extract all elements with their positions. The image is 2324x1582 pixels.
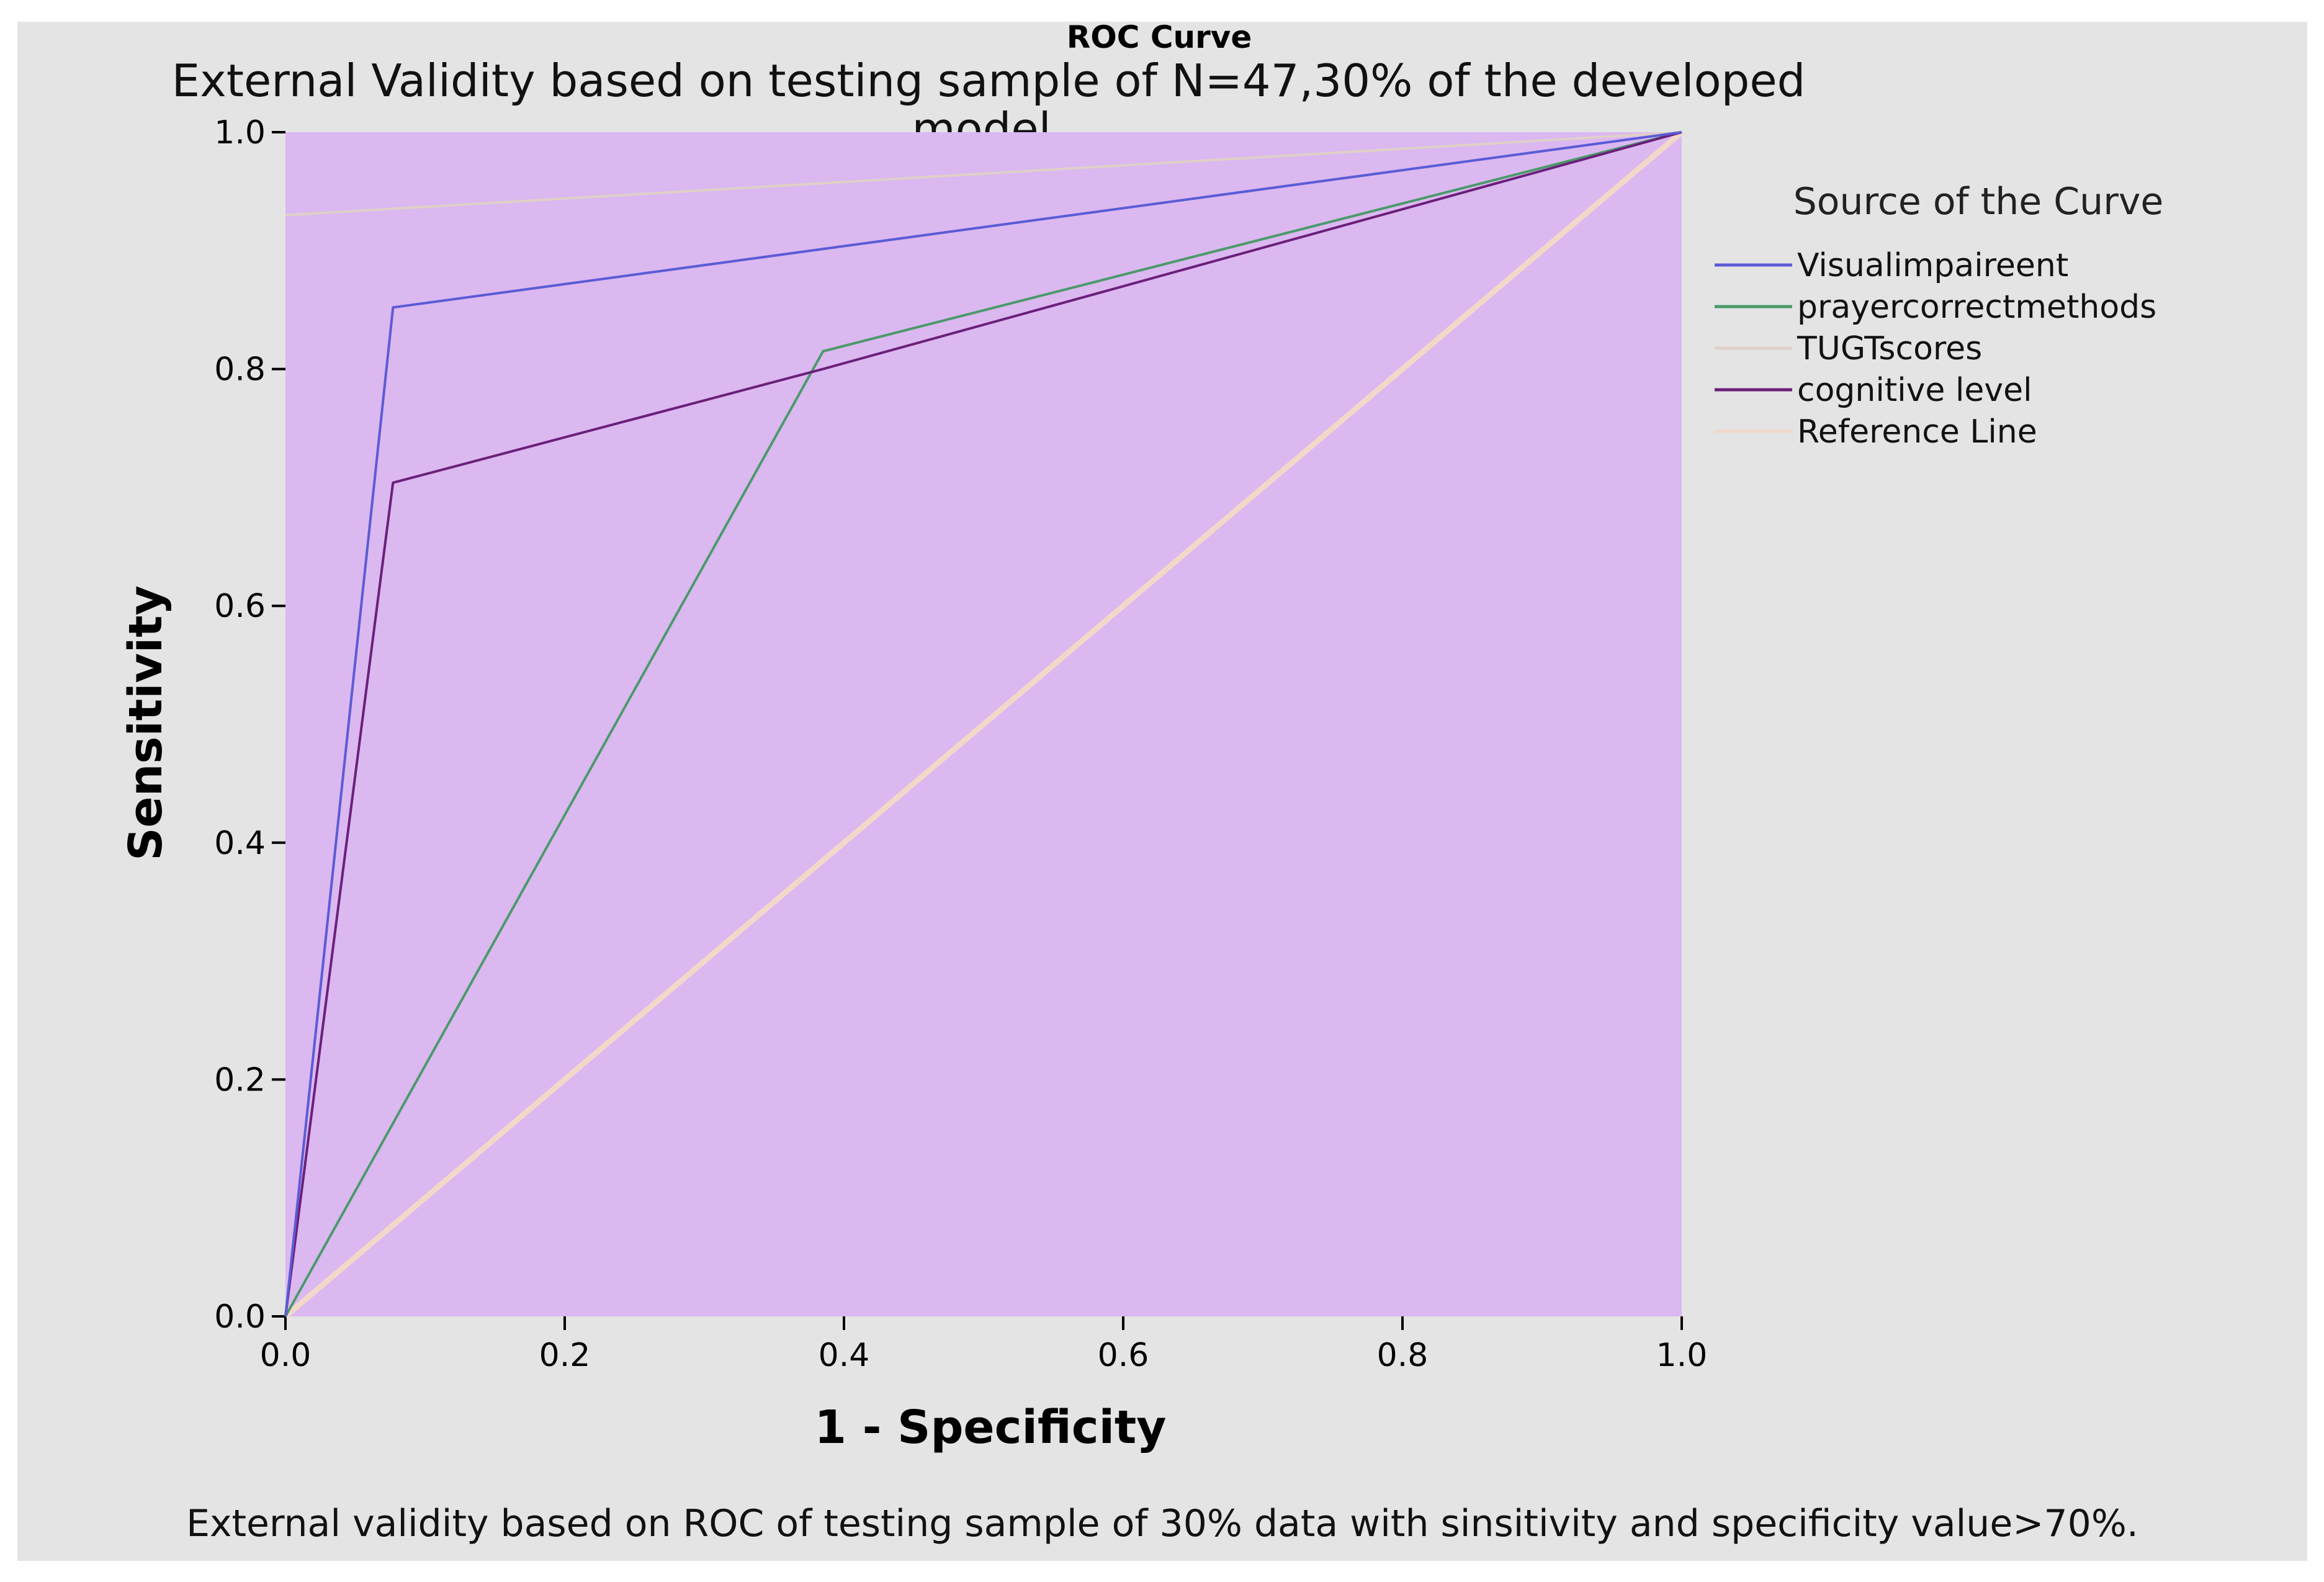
y-axis-label: Sensitivity xyxy=(119,585,173,861)
y-tick-label: 0.8 xyxy=(214,351,266,389)
series-line-reference-line xyxy=(284,130,1684,1319)
x-tick-label: 0.6 xyxy=(1098,1337,1149,1374)
legend-label-prayercorrectmethods: prayercorrectmethods xyxy=(1797,289,2156,326)
y-tick-label: 0.0 xyxy=(214,1298,266,1336)
chart-title: ROC Curve xyxy=(1067,22,1252,55)
chart-frame: ROC Curve External Validity based on tes… xyxy=(17,22,2307,1561)
legend-label-tugtscores: TUGTscores xyxy=(1797,330,1982,367)
y-tick-label: 1.0 xyxy=(214,114,266,151)
series-line-prayercorrectmethods xyxy=(284,131,1682,1317)
axis-ticks: 0.0 0.2 0.4 0.6 0.8 1.0 0.0 0.2 0.4 0.6 0.8 1.0 xyxy=(214,114,1707,1374)
series-line-visualimpaireent xyxy=(284,131,1682,1317)
series-layer xyxy=(284,130,1684,1319)
legend-label-cognitive-level: cognitive level xyxy=(1797,372,2032,409)
x-tick-label: 0.8 xyxy=(1377,1337,1429,1374)
x-tick-label: 1.0 xyxy=(1656,1337,1708,1374)
x-axis-label: 1 - Specificity xyxy=(814,1401,1166,1454)
y-tick-label: 0.4 xyxy=(214,825,266,862)
roc-chart: ROC Curve External Validity based on tes… xyxy=(119,22,2163,1545)
legend: Source of the Curve Visualimpaireent pray… xyxy=(1715,180,2163,451)
figure-caption: External validity based on ROC of testin… xyxy=(186,1502,2138,1545)
series-line-tugtscores xyxy=(285,131,1682,217)
chart-subtitle-line-1: External Validity based on testing sampl… xyxy=(172,55,1806,107)
legend-title: Source of the Curve xyxy=(1793,180,2164,223)
y-tick-label: 0.2 xyxy=(214,1061,266,1099)
legend-label-visualimpaireent: Visualimpaireent xyxy=(1797,247,2068,284)
legend-items: Visualimpaireent prayercorrectmethods TUGT… xyxy=(1715,247,2156,451)
legend-label-reference-line: Reference Line xyxy=(1797,413,2037,451)
x-tick-label: 0.2 xyxy=(539,1337,591,1374)
x-tick-label: 0.0 xyxy=(260,1337,312,1374)
x-tick-label: 0.4 xyxy=(819,1337,870,1374)
y-tick-label: 0.6 xyxy=(214,588,266,625)
series-line-cognitive-level xyxy=(284,131,1682,1317)
